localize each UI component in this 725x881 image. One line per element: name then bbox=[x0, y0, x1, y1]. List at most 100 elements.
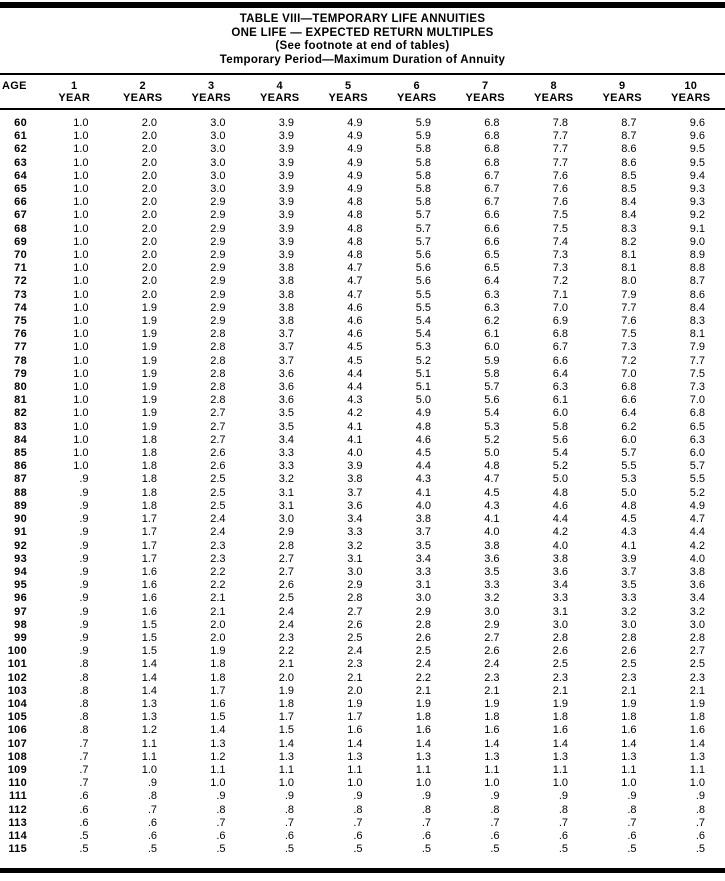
multiple-value-cell: 6.0 bbox=[484, 341, 500, 354]
multiple-value-cell: 1.8 bbox=[210, 658, 226, 671]
multiple-value-cell: 7.7 bbox=[552, 130, 568, 143]
age-cell: 75 bbox=[14, 315, 27, 328]
multiple-value-cell: 4.2 bbox=[552, 526, 568, 539]
multiple-value-cell: .6 bbox=[421, 829, 431, 842]
multiple-value-cell: 1.4 bbox=[347, 737, 363, 750]
multiple-value-cell: 3.6 bbox=[689, 579, 705, 592]
age-cell: 103 bbox=[7, 684, 27, 697]
multiple-value-cell: 3.9 bbox=[278, 183, 294, 196]
multiple-value-cell: 7.5 bbox=[621, 328, 637, 341]
multiple-value-cell: 2.3 bbox=[347, 658, 363, 671]
multiple-value-cell: 3.4 bbox=[347, 513, 363, 526]
multiple-value-cell: 1.9 bbox=[484, 697, 500, 710]
multiple-value-cell: 2.1 bbox=[484, 684, 500, 697]
multiple-value-cell: 5.3 bbox=[484, 420, 500, 433]
multiple-value-cell: 5.5 bbox=[621, 460, 637, 473]
multiple-value-cell: 4.9 bbox=[347, 183, 363, 196]
age-cell: 108 bbox=[7, 750, 27, 763]
age-cell: 91 bbox=[14, 526, 27, 539]
multiple-value-cell: 3.0 bbox=[210, 169, 226, 182]
multiple-value-cell: 4.1 bbox=[484, 513, 500, 526]
age-cell: 61 bbox=[14, 130, 27, 143]
multiple-value-cell: 5.9 bbox=[415, 130, 431, 143]
table-row: 96 .9 1.6 2.1 2.5 2.8 3.0 3.2 3.3 3.3 3.4 bbox=[0, 592, 725, 605]
multiple-value-cell: 6.3 bbox=[689, 433, 705, 446]
multiple-value-cell: 2.2 bbox=[415, 671, 431, 684]
multiple-value-cell: 6.8 bbox=[484, 130, 500, 143]
multiple-value-cell: 8.4 bbox=[621, 196, 637, 209]
age-cell: 85 bbox=[14, 447, 27, 460]
multiple-value-cell: 1.8 bbox=[141, 486, 157, 499]
multiple-value-cell: 6.7 bbox=[484, 183, 500, 196]
multiple-value-cell: .7 bbox=[79, 737, 89, 750]
multiple-value-cell: 1.0 bbox=[73, 169, 89, 182]
multiple-value-cell: 3.2 bbox=[278, 473, 294, 486]
table-title-block: TABLE VIII—TEMPORARY LIFE ANNUITIES ONE … bbox=[0, 13, 725, 67]
year-count-label: 6 bbox=[413, 80, 420, 92]
table-row: 72 1.0 2.0 2.9 3.8 4.7 5.6 6.4 7.2 8.0 8.7 bbox=[0, 275, 725, 288]
multiple-value-cell: 2.5 bbox=[210, 499, 226, 512]
multiple-value-cell: 1.0 bbox=[73, 249, 89, 262]
multiple-value-cell: 2.4 bbox=[415, 658, 431, 671]
table-row: 76 1.0 1.9 2.8 3.7 4.6 5.4 6.1 6.8 7.5 8.1 bbox=[0, 328, 725, 341]
multiple-value-cell: 1.7 bbox=[210, 684, 226, 697]
multiple-value-cell: 2.6 bbox=[552, 645, 568, 658]
multiple-value-cell: 9.2 bbox=[689, 209, 705, 222]
multiple-value-cell: 2.1 bbox=[210, 605, 226, 618]
age-cell: 114 bbox=[8, 829, 27, 842]
multiple-value-cell: 8.6 bbox=[621, 143, 637, 156]
multiple-value-cell: .8 bbox=[353, 803, 363, 816]
multiple-value-cell: 1.3 bbox=[141, 697, 157, 710]
multiple-value-cell: 7.8 bbox=[552, 117, 568, 129]
multiple-value-cell: 1.9 bbox=[141, 354, 157, 367]
multiple-value-cell: 1.0 bbox=[484, 777, 500, 790]
multiple-value-cell: .7 bbox=[147, 803, 157, 816]
table-row: 63 1.0 2.0 3.0 3.9 4.9 5.8 6.8 7.7 8.6 9.5 bbox=[0, 157, 725, 170]
multiple-value-cell: 5.7 bbox=[415, 222, 431, 235]
table-title: TABLE VIII—TEMPORARY LIFE ANNUITIES bbox=[239, 13, 486, 25]
table-row: 99 .9 1.5 2.0 2.3 2.5 2.6 2.7 2.8 2.8 2.8 bbox=[0, 632, 725, 645]
multiple-value-cell: 2.1 bbox=[552, 684, 568, 697]
multiple-value-cell: 2.1 bbox=[347, 671, 363, 684]
multiple-value-cell: 9.5 bbox=[689, 156, 705, 169]
year-column-header: 2 YEARS bbox=[109, 74, 178, 109]
multiple-value-cell: 6.7 bbox=[552, 341, 568, 354]
multiple-value-cell: 2.2 bbox=[210, 579, 226, 592]
table-row: 69 1.0 2.0 2.9 3.9 4.8 5.7 6.6 7.4 8.2 9.0 bbox=[0, 236, 725, 249]
multiple-value-cell: 2.9 bbox=[210, 196, 226, 209]
table-row: 100 .9 1.5 1.9 2.2 2.4 2.5 2.6 2.6 2.6 2.7 bbox=[0, 645, 725, 658]
table-row: 73 1.0 2.0 2.9 3.8 4.7 5.5 6.3 7.1 7.9 8.6 bbox=[0, 289, 725, 302]
multiple-value-cell: 3.5 bbox=[278, 407, 294, 420]
multiple-value-cell: 4.3 bbox=[484, 499, 500, 512]
multiple-value-cell: 1.9 bbox=[552, 697, 568, 710]
multiple-value-cell: 7.2 bbox=[621, 354, 637, 367]
multiple-value-cell: .5 bbox=[79, 829, 89, 842]
multiple-value-cell: 7.6 bbox=[552, 196, 568, 209]
multiple-value-cell: 2.4 bbox=[347, 645, 363, 658]
multiple-value-cell: 2.4 bbox=[210, 513, 226, 526]
multiple-value-cell: 8.5 bbox=[621, 183, 637, 196]
multiple-value-cell: 1.8 bbox=[621, 711, 637, 724]
header-row: AGE 1 YEAR 2 YEARS 3 YEARS 4 YEARS 5 YEARS 6 YEARS 7 Y… bbox=[0, 74, 725, 109]
multiple-value-cell: 5.6 bbox=[484, 394, 500, 407]
multiple-value-cell: 2.9 bbox=[210, 315, 226, 328]
multiple-value-cell: 9.6 bbox=[689, 130, 705, 143]
multiple-value-cell: 5.7 bbox=[415, 209, 431, 222]
multiple-value-cell: 1.9 bbox=[689, 697, 705, 710]
multiple-value-cell: 2.8 bbox=[210, 394, 226, 407]
multiple-value-cell: 1.0 bbox=[415, 777, 431, 790]
multiple-value-cell: 2.0 bbox=[141, 275, 157, 288]
multiple-value-cell: 2.0 bbox=[141, 262, 157, 275]
multiple-value-cell: 6.1 bbox=[484, 328, 500, 341]
multiple-value-cell: 2.3 bbox=[689, 671, 705, 684]
multiple-value-cell: 1.8 bbox=[141, 447, 157, 460]
multiple-value-cell: 3.0 bbox=[210, 183, 226, 196]
year-column-header: 9 YEARS bbox=[588, 74, 657, 109]
multiple-value-cell: 4.8 bbox=[415, 420, 431, 433]
table-row: 94 .9 1.6 2.2 2.7 3.0 3.3 3.5 3.6 3.7 3.8 bbox=[0, 566, 725, 579]
year-count-label: 3 bbox=[208, 80, 215, 92]
multiple-value-cell: 5.5 bbox=[415, 288, 431, 301]
multiple-value-cell: 3.9 bbox=[347, 460, 363, 473]
multiple-value-cell: 2.4 bbox=[210, 526, 226, 539]
year-count-label: 1 bbox=[71, 80, 78, 92]
